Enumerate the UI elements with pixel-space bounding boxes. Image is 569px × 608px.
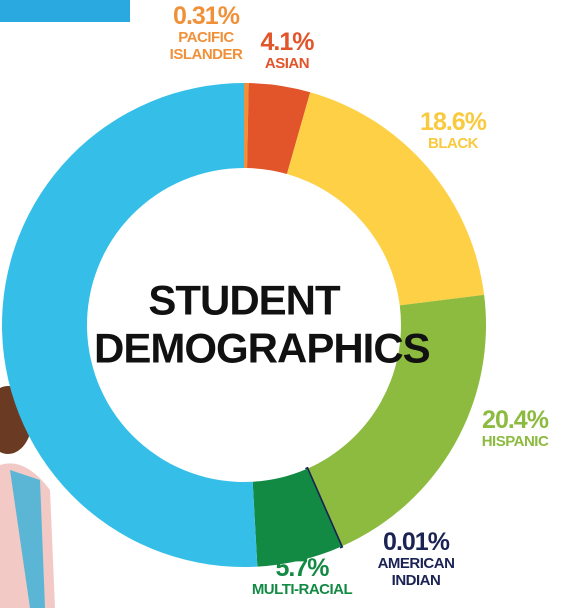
category-label: AMERICAN INDIAN <box>366 555 466 590</box>
value-label: 4.1% <box>252 30 322 55</box>
category-label: ASIAN <box>252 55 322 72</box>
segment-label: 20.4%HISPANIC <box>465 408 565 450</box>
value-label: 5.7% <box>237 556 367 581</box>
segment-label: 0.01%AMERICAN INDIAN <box>366 530 466 590</box>
segment-label: 4.1%ASIAN <box>252 30 322 72</box>
category-label: BLACK <box>403 135 503 152</box>
page: STUDENT DEMOGRAPHICS 0.31%PACIFIC ISLAND… <box>0 0 569 608</box>
category-label: MULTI-RACIAL <box>237 581 367 598</box>
category-label: PACIFIC ISLANDER <box>161 29 251 64</box>
value-label: 0.31% <box>161 4 251 29</box>
badge-decoration <box>0 0 130 22</box>
segment-label: 5.7%MULTI-RACIAL <box>237 556 367 598</box>
value-label: 0.01% <box>366 530 466 555</box>
value-label: 18.6% <box>403 110 503 135</box>
segment-label: 18.6%BLACK <box>403 110 503 152</box>
category-label: HISPANIC <box>465 433 565 450</box>
segment-label: 0.31%PACIFIC ISLANDER <box>161 4 251 64</box>
value-label: 20.4% <box>465 408 565 433</box>
center-title: STUDENT DEMOGRAPHICS <box>94 277 394 374</box>
